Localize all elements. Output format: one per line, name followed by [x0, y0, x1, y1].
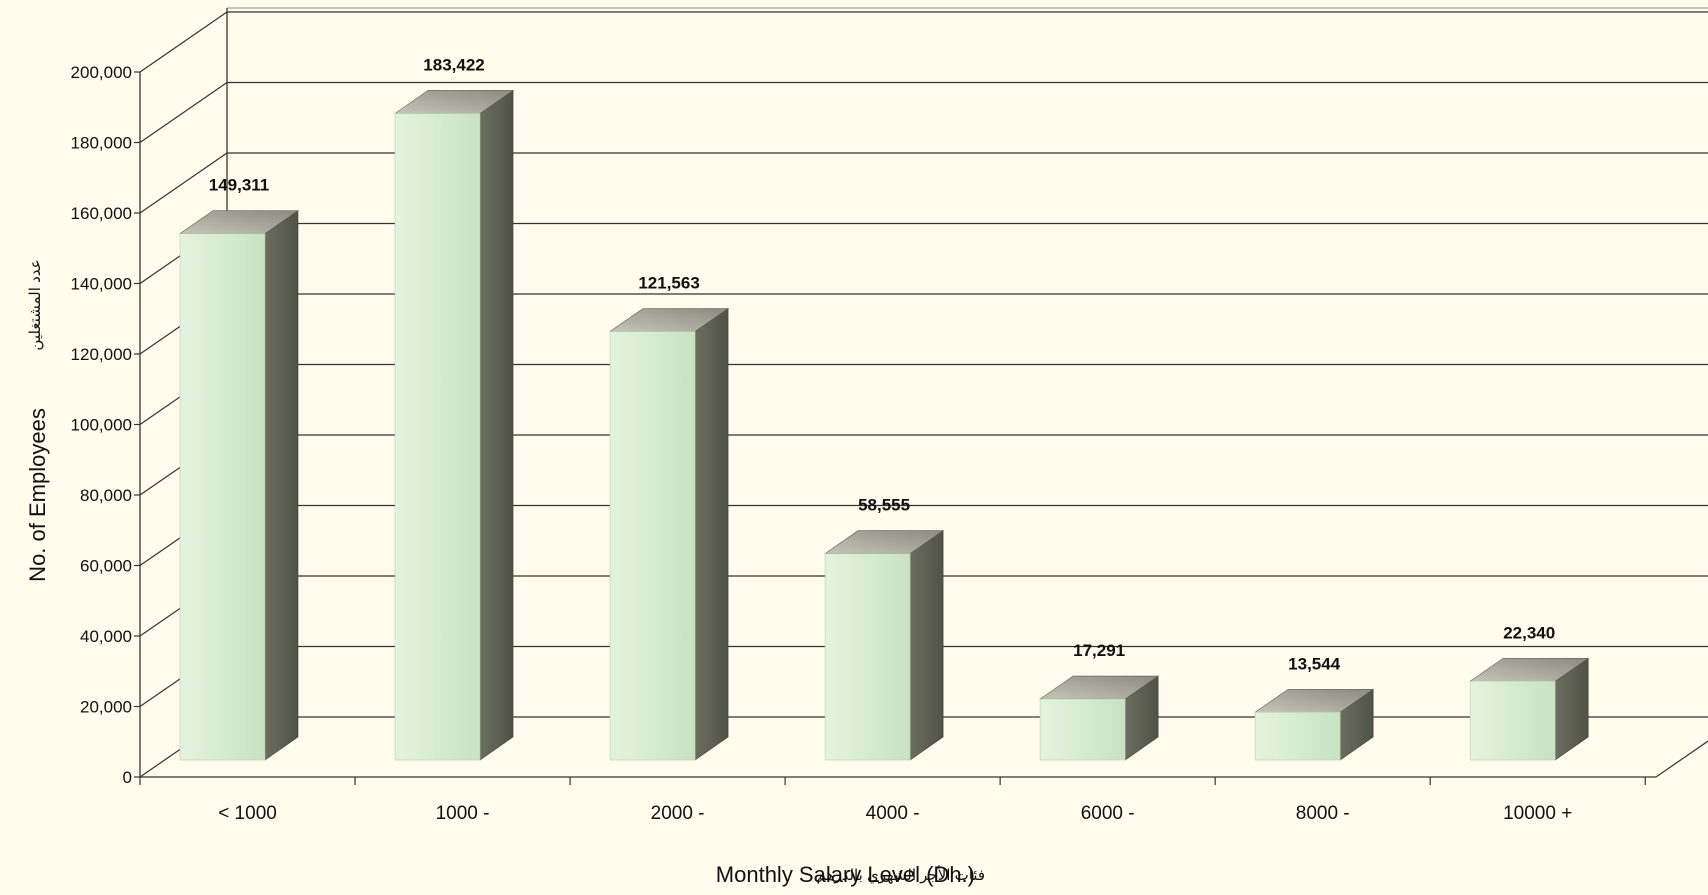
gridline-side	[139, 11, 228, 73]
gridline-side	[139, 152, 228, 214]
bar-front	[394, 113, 481, 761]
y-tick-label: 180,000	[71, 134, 132, 153]
bar-front	[179, 233, 266, 761]
y-tick-label: 20,000	[80, 698, 132, 717]
y-tick-label: 140,000	[71, 275, 132, 294]
data-label: 22,340	[1503, 623, 1555, 642]
y-tick-label: 80,000	[80, 486, 132, 505]
labels-layer: 0 20,000 40,000 60,000 80,000 100,000 120,000 1…	[71, 55, 1573, 824]
y-tick-label: 200,000	[71, 63, 132, 82]
bar-front	[1469, 680, 1556, 761]
bar	[179, 210, 299, 761]
bar	[609, 307, 730, 761]
bar	[1469, 657, 1590, 761]
bar-front	[1254, 711, 1341, 761]
y-tick-label: 0	[123, 768, 132, 787]
data-label: 149,311	[209, 176, 270, 195]
x-tick-label: 8000 -	[1296, 803, 1350, 824]
x-axis-title: Monthly Salary Level (Dh.)	[716, 862, 975, 887]
x-axis-title-arabic: فئات الأجر الشهري بالدرهم	[816, 865, 985, 885]
y-axis-title-arabic: عدد المشتغلين	[27, 259, 44, 350]
bar	[824, 530, 945, 761]
data-label: 17,291	[1073, 641, 1125, 660]
y-tick-label: 100,000	[71, 416, 132, 435]
y-tick-label: 160,000	[71, 204, 132, 223]
bar	[1039, 675, 1160, 761]
bar-front	[824, 553, 911, 761]
bars-layer	[179, 89, 1590, 761]
bar-front	[609, 331, 696, 761]
y-tick-label: 120,000	[71, 345, 132, 364]
y-tick-label: 40,000	[80, 627, 132, 646]
data-label: 121,563	[638, 273, 699, 292]
x-tick-label: 2000 -	[651, 803, 705, 824]
bar-side	[909, 530, 944, 761]
x-tick-label: 6000 -	[1081, 803, 1135, 824]
x-tick-label: 10000 +	[1503, 803, 1572, 824]
data-label: 58,555	[858, 496, 910, 515]
y-tick-label: 60,000	[80, 557, 132, 576]
axes-layer	[134, 71, 1708, 785]
x-tick-label: 1000 -	[436, 803, 490, 824]
floor-right-edge	[1655, 740, 1708, 778]
y-axis-title: No. of Employees	[25, 408, 50, 582]
x-tick-label: < 1000	[218, 803, 277, 824]
gridline-side	[139, 82, 228, 143]
bar-front	[1039, 698, 1126, 761]
data-label: 183,422	[423, 55, 484, 74]
x-tick-label: 4000 -	[866, 803, 920, 824]
data-label: 13,544	[1288, 654, 1341, 673]
bar-side	[264, 210, 299, 761]
bar	[394, 89, 514, 761]
bar-side	[479, 89, 514, 761]
bar	[1254, 688, 1375, 761]
bar-side	[694, 307, 729, 761]
